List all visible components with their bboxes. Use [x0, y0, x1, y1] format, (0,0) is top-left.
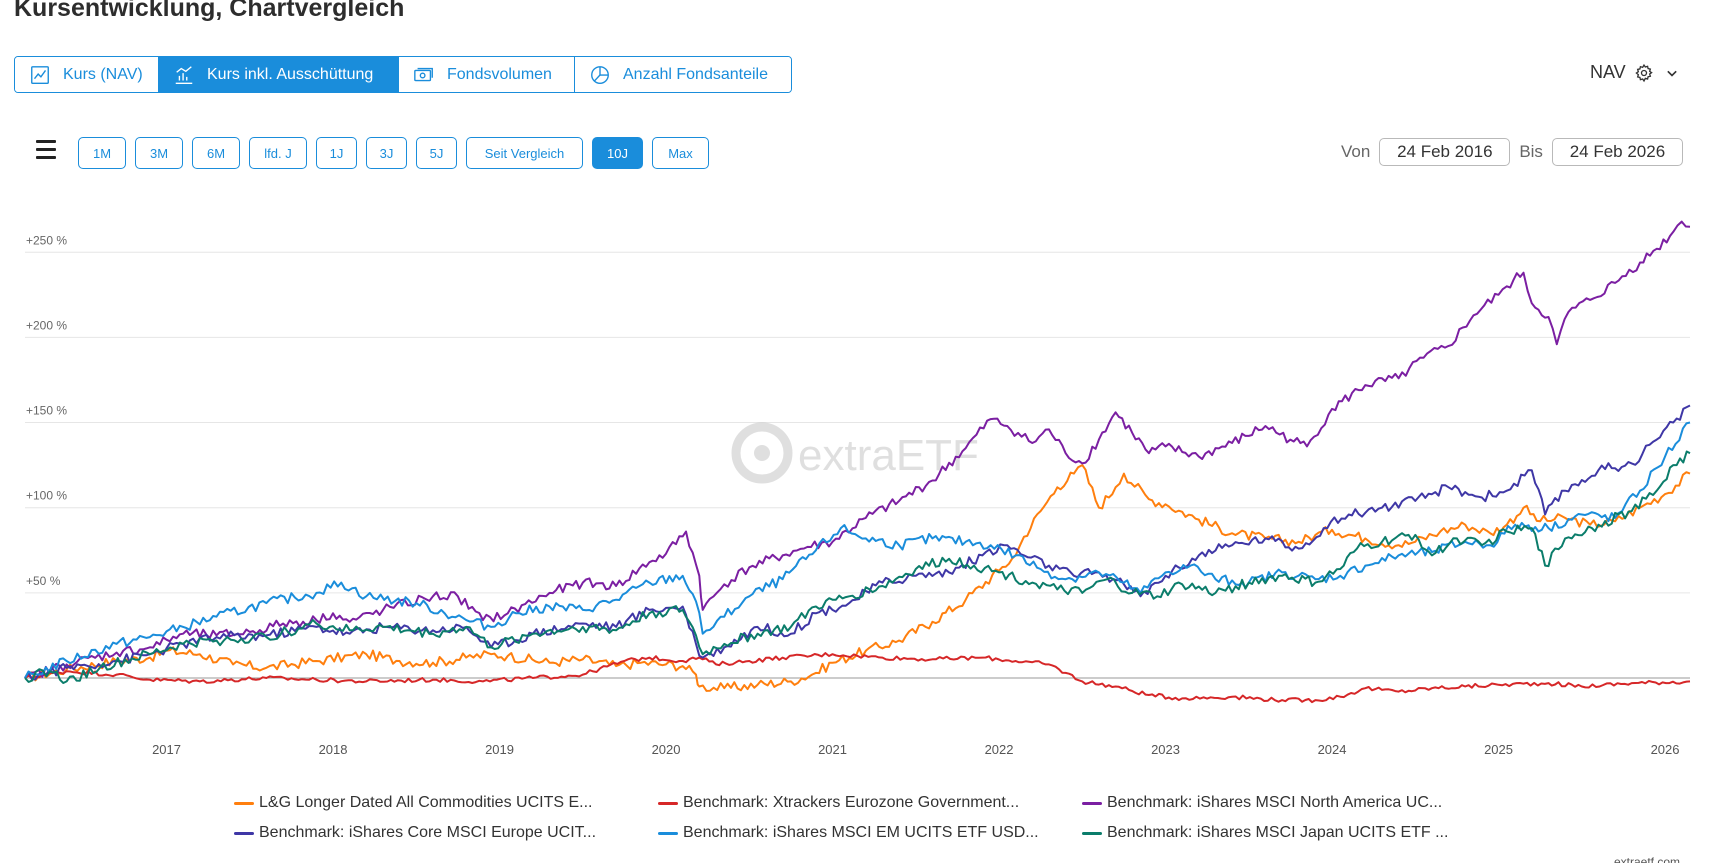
y-tick-label: +250 % — [26, 233, 67, 247]
x-tick-label: 2022 — [985, 742, 1014, 757]
chart-menu-icon[interactable] — [36, 140, 56, 162]
legend-swatch — [234, 831, 254, 835]
x-axis-ticks: 2017 2018 2019 2020 2021 2022 2023 2024 2025 2026 — [152, 742, 1679, 757]
chart-legend: L&G Longer Dated All Commodities UCITS E… — [234, 788, 1534, 848]
tab-label: Kurs (NAV) — [63, 65, 143, 83]
range-10j-button[interactable]: 10J — [592, 137, 643, 169]
x-tick-label: 2025 — [1484, 742, 1513, 757]
tab-kurs-nav[interactable]: Kurs (NAV) — [15, 57, 159, 92]
x-tick-label: 2020 — [652, 742, 681, 757]
to-label: Bis — [1519, 142, 1543, 161]
tab-anzahl-fondsanteile[interactable]: Anzahl Fondsanteile — [575, 57, 791, 92]
range-3m-button[interactable]: 3M — [135, 137, 183, 169]
watermark-logo-icon — [731, 422, 793, 484]
range-5j-button[interactable]: 5J — [416, 137, 457, 169]
gear-icon — [1635, 63, 1653, 82]
nav-selector-label: NAV — [1590, 62, 1626, 82]
chart-credit: extraetf.com — [1614, 855, 1681, 863]
chart-grid — [25, 251, 1690, 679]
range-seit-vergleich-button[interactable]: Seit Vergleich — [466, 137, 583, 169]
to-date-input[interactable]: 24 Feb 2026 — [1551, 138, 1683, 166]
y-tick-label: +100 % — [26, 489, 67, 503]
date-range: Von 24 Feb 2016 Bis 24 Feb 2026 — [1332, 138, 1683, 166]
y-tick-label: +50 % — [26, 574, 61, 588]
performance-chart: extraETF +250 % +200 % +150 % +100 % +50 % 2… — [24, 220, 1691, 757]
page-title: Kursentwicklung, Chartvergleich — [14, 0, 405, 22]
legend-item-europe[interactable]: Benchmark: iShares Core MSCI Europe UCIT… — [234, 824, 658, 842]
nav-selector[interactable]: NAV — [1590, 62, 1682, 83]
money-icon — [414, 67, 433, 81]
legend-item-japan[interactable]: Benchmark: iShares MSCI Japan UCITS ETF … — [1082, 824, 1506, 842]
y-tick-label: +200 % — [26, 318, 67, 332]
range-lfd-j-button[interactable]: lfd. J — [249, 137, 307, 169]
legend-swatch — [234, 801, 254, 805]
series-line-0 — [24, 464, 1691, 692]
line-chart-icon — [31, 65, 49, 84]
range-buttons: 1M 3M 6M lfd. J 1J 3J 5J Seit Vergleich … — [78, 137, 718, 169]
pie-chart-icon — [591, 65, 609, 84]
legend-item-eurozone-gov[interactable]: Benchmark: Xtrackers Eurozone Government… — [658, 794, 1082, 812]
x-tick-label: 2024 — [1318, 742, 1347, 757]
from-label: Von — [1341, 142, 1371, 161]
watermark-text: extraETF — [798, 431, 979, 480]
tab-fondsvolumen[interactable]: Fondsvolumen — [399, 57, 575, 92]
series-line-4 — [24, 421, 1691, 679]
bar-line-chart-icon — [175, 65, 193, 84]
range-3j-button[interactable]: 3J — [366, 137, 407, 169]
legend-label: Benchmark: iShares MSCI EM UCITS ETF USD… — [683, 824, 1039, 841]
series-line-1 — [24, 652, 1691, 704]
range-1j-button[interactable]: 1J — [316, 137, 357, 169]
watermark-logo-dot — [754, 445, 770, 461]
chevron-down-icon — [1666, 70, 1677, 77]
legend-swatch — [1082, 801, 1102, 805]
legend-label: Benchmark: iShares Core MSCI Europe UCIT… — [259, 824, 597, 841]
tab-label: Fondsvolumen — [447, 65, 552, 83]
range-6m-button[interactable]: 6M — [192, 137, 240, 169]
legend-swatch — [658, 801, 678, 805]
legend-label: L&G Longer Dated All Commodities UCITS E… — [259, 794, 593, 811]
y-tick-label: +150 % — [26, 404, 67, 418]
y-axis-ticks: +250 % +200 % +150 % +100 % +50 % — [26, 233, 67, 588]
legend-label: Benchmark: Xtrackers Eurozone Government… — [683, 794, 1020, 811]
range-max-button[interactable]: Max — [652, 137, 709, 169]
legend-swatch — [1082, 831, 1102, 835]
x-tick-label: 2021 — [818, 742, 847, 757]
legend-item-em[interactable]: Benchmark: iShares MSCI EM UCITS ETF USD… — [658, 824, 1082, 842]
x-tick-label: 2023 — [1151, 742, 1180, 757]
legend-label: Benchmark: iShares MSCI North America UC… — [1107, 794, 1443, 811]
series-line-3 — [24, 404, 1691, 681]
x-tick-label: 2017 — [152, 742, 181, 757]
tab-kurs-inkl-ausschuettung[interactable]: Kurs inkl. Ausschüttung — [159, 57, 399, 92]
legend-item-commodities[interactable]: L&G Longer Dated All Commodities UCITS E… — [234, 794, 658, 812]
x-tick-label: 2018 — [319, 742, 348, 757]
chart-mode-tabs: Kurs (NAV) Kurs inkl. Ausschüttung Fonds… — [14, 56, 792, 93]
legend-label: Benchmark: iShares MSCI Japan UCITS ETF … — [1107, 824, 1449, 841]
legend-swatch — [658, 831, 678, 835]
x-tick-label: 2019 — [485, 742, 514, 757]
tab-label: Kurs inkl. Ausschüttung — [207, 65, 374, 83]
series-lines — [24, 220, 1691, 704]
from-date-input[interactable]: 24 Feb 2016 — [1379, 138, 1511, 166]
watermark: extraETF — [731, 422, 979, 484]
range-1m-button[interactable]: 1M — [78, 137, 126, 169]
x-tick-label: 2026 — [1651, 742, 1680, 757]
series-line-5 — [24, 450, 1691, 684]
legend-item-north-america[interactable]: Benchmark: iShares MSCI North America UC… — [1082, 794, 1506, 812]
tab-label: Anzahl Fondsanteile — [623, 65, 768, 83]
